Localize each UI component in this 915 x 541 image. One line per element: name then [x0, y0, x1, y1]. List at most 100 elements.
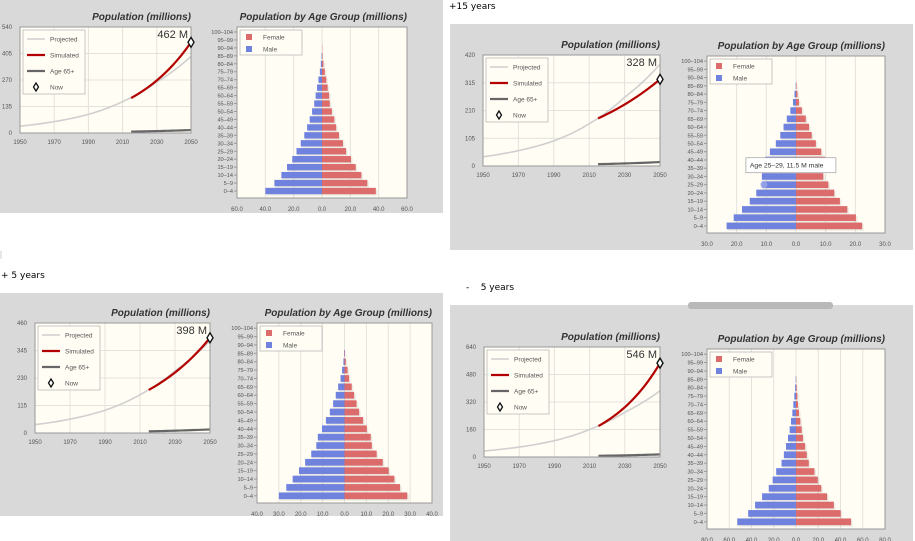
age-group-label: 95–99 [217, 38, 233, 44]
plot-border [34, 322, 211, 434]
male-bar-75–79 [319, 68, 322, 75]
current-population-label: 328 M [626, 57, 657, 69]
male-bar-80–84 [795, 384, 796, 392]
female-legend-swatch [716, 356, 722, 362]
age-group-label: 95–99 [237, 335, 253, 341]
female-bar-20–24 [322, 156, 352, 163]
male-bar-0–4 [265, 187, 322, 195]
legend-label: Female [283, 331, 305, 338]
female-bar-shadow [797, 92, 799, 99]
x-tick-label: 10.0 [361, 512, 373, 518]
age-group-label: 35–39 [217, 133, 233, 139]
female-bar-shadow [797, 402, 800, 410]
y-tick-label: 480 [466, 373, 477, 379]
age-group-label: 25–29 [217, 149, 233, 155]
age-group-label: 5–9 [244, 485, 253, 491]
legend-label: Projected [514, 357, 542, 364]
line-chart-title: Population (millions) [92, 12, 192, 23]
male-bar-60–64 [335, 391, 345, 399]
y-tick-label: 0 [9, 131, 13, 137]
male-bar-70–74 [790, 107, 796, 114]
female-bar-70–74 [344, 375, 350, 382]
x-tick-label: 20.0 [344, 207, 356, 213]
male-bar-15–19 [762, 493, 796, 501]
pyramid-legend: Female Male [259, 325, 323, 352]
age-group-label: 90–94 [687, 369, 703, 375]
female-bar-shadow [323, 54, 325, 61]
legend-label: Male [733, 369, 747, 376]
age-group-label: 95–99 [687, 361, 703, 367]
y-tick-label: 540 [2, 25, 13, 31]
x-tick-label: 0.0 [792, 242, 801, 248]
male-bar-55–59 [789, 426, 796, 433]
legend-label: Now [513, 113, 526, 120]
male-bar-65–69 [338, 383, 345, 391]
age-group-label: 50–54 [217, 110, 233, 116]
age-group-label: 40–44 [687, 158, 703, 164]
male-bar-15–19 [299, 467, 345, 475]
x-tick-label: 1950 [28, 440, 42, 446]
age-group-label: 20–24 [217, 157, 233, 163]
age-group-label: 40–44 [237, 427, 253, 433]
simulated-line [148, 337, 211, 391]
plot-border [482, 54, 661, 167]
legend-label: Female [733, 64, 755, 71]
male-bar-15–19 [287, 163, 322, 171]
female-bar-45–49 [322, 116, 335, 123]
x-tick-label: 2010 [583, 464, 597, 470]
x-tick-label: 2030 [150, 140, 164, 146]
age-group-label: 10–14 [217, 173, 233, 179]
y-tick-label: 0 [24, 431, 28, 437]
age-group-label: 55–59 [687, 133, 703, 139]
line-chart-title: Population (millions) [561, 332, 661, 343]
y-tick-label: 320 [466, 400, 477, 406]
age-group-label: 70–74 [217, 78, 233, 84]
female-bar-30–34 [796, 173, 824, 180]
female-bar-70–74 [796, 401, 799, 408]
male-bar-60–64 [315, 92, 322, 99]
male-bar-5–9 [748, 510, 796, 517]
female-bar-65–69 [796, 409, 800, 417]
female-bar-60–64 [796, 123, 810, 131]
female-bar-15–19 [344, 467, 389, 475]
y-tick-label: 420 [465, 53, 476, 59]
female-bar-85–89 [796, 82, 797, 90]
female-bar-60–64 [796, 417, 801, 425]
male-bar-70–74 [793, 401, 796, 408]
female-bar-20–24 [344, 458, 383, 466]
x-tick-label: 1970 [512, 173, 526, 179]
female-bar-65–69 [796, 115, 806, 123]
line-legend: Projected Simulated Age 65+ Now [37, 325, 101, 391]
legend-label: Age 65+ [513, 97, 538, 104]
age-group-label: 80–84 [687, 386, 703, 392]
female-bar-20–24 [796, 484, 822, 492]
x-tick-label: 2010 [116, 140, 130, 146]
age-group-label: 85–89 [217, 54, 233, 60]
age-group-label: 0–4 [244, 494, 253, 500]
male-bar-30–34 [316, 442, 345, 449]
age-group-label: 80–84 [217, 62, 233, 68]
legend-label: Male [263, 47, 277, 54]
y-tick-label: 640 [466, 345, 477, 351]
male-bar-40–44 [307, 124, 322, 131]
female-bar-50–54 [796, 140, 816, 147]
y-tick-label: 0 [472, 164, 476, 170]
male-bar-55–59 [314, 100, 322, 107]
age-group-label: 50–54 [237, 410, 253, 416]
line-legend: Projected Simulated Age 65+ Now [22, 29, 86, 95]
female-legend-swatch [716, 63, 722, 69]
x-tick-label: 30.0 [273, 512, 285, 518]
simulation-panel-2: Population (millions) 1950 1970 1990 2010 203… [450, 24, 913, 250]
now-marker-icon [187, 35, 195, 49]
age-group-label: 30–34 [217, 141, 233, 147]
male-bar-10–14 [292, 475, 345, 483]
male-bar-40–44 [321, 425, 345, 433]
female-bar-50–54 [344, 408, 360, 416]
male-bar-35–39 [317, 433, 345, 441]
pyramid-title: Population by Age Group (millions) [718, 41, 886, 52]
male-bar-30–34 [776, 468, 796, 475]
x-tick-label: 2030 [168, 440, 182, 446]
female-legend-swatch [246, 34, 252, 40]
male-bar-5–9 [733, 214, 796, 221]
caption-plus-5-years: + 5 years [1, 271, 45, 281]
